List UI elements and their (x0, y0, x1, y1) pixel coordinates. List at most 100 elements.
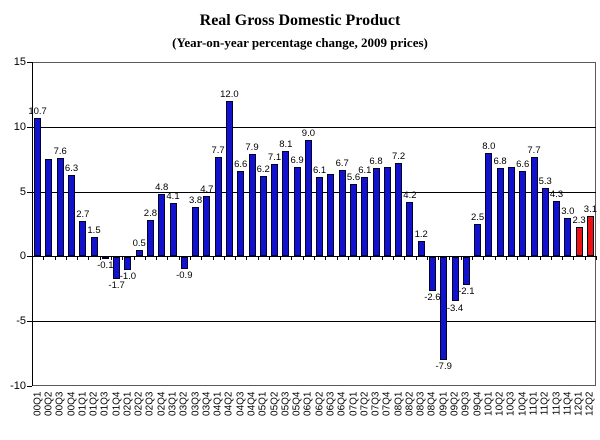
bar-value-label: 7.9 (245, 142, 259, 153)
bar-value-label: 6.6 (516, 158, 530, 170)
x-axis-label: 07Q2 (359, 391, 371, 416)
gridline (32, 126, 596, 128)
bar (124, 257, 132, 271)
bar (372, 168, 380, 257)
category-axis-tick (43, 256, 45, 261)
category-axis-tick (562, 256, 564, 261)
bar-value-label: -3.4 (446, 302, 464, 314)
bar-value-label: 1.2 (414, 228, 428, 240)
x-axis-label: 07Q1 (348, 391, 359, 416)
x-axis-label: 09Q3 (460, 391, 472, 416)
bar-value-label: 2.3 (572, 214, 586, 226)
category-axis-tick (381, 256, 383, 261)
x-axis-label: 02Q1 (122, 391, 134, 416)
bar (158, 194, 166, 257)
y-axis-tick (27, 256, 32, 258)
category-axis-tick (122, 256, 124, 261)
bar (507, 167, 515, 257)
category-axis-tick (189, 256, 191, 261)
bar-value-label: 7.1 (267, 152, 282, 164)
x-axis-label: 11Q1 (528, 391, 540, 416)
bar (383, 167, 391, 257)
category-axis-tick (471, 256, 473, 261)
category-axis-tick (539, 256, 541, 261)
x-axis-label: 11Q2 (539, 391, 551, 416)
bar (338, 169, 346, 257)
x-axis-label: 02Q4 (156, 391, 168, 416)
bar-value-label: 4.7 (200, 183, 214, 195)
category-axis-tick (494, 256, 496, 261)
x-axis-label: 08Q3 (415, 391, 427, 416)
x-axis-label: 00Q4 (66, 391, 77, 416)
bar (327, 173, 335, 257)
bar-value-label: 4.3 (549, 188, 564, 200)
x-axis-label: 07Q4 (381, 391, 393, 416)
x-axis-label: 06Q3 (325, 391, 337, 416)
bar-value-label: 6.2 (256, 164, 270, 175)
category-axis-tick (201, 256, 203, 261)
y-axis-label: -5 (16, 315, 26, 328)
category-axis-tick (370, 256, 372, 261)
bar-value-label: 6.1 (358, 165, 372, 177)
x-axis-label: 12Q2 (584, 391, 596, 416)
category-axis-tick (144, 256, 146, 261)
bar (135, 249, 143, 257)
category-axis-tick (573, 256, 575, 261)
bar-value-label: 8.1 (279, 139, 293, 151)
category-axis-tick (156, 256, 158, 261)
bar (564, 217, 572, 257)
x-axis-label: 01Q3 (99, 391, 111, 416)
x-axis-label: 09Q1 (438, 391, 450, 416)
x-axis-label: 06Q4 (336, 391, 348, 416)
bar-value-label: -2.6 (424, 292, 441, 304)
category-axis-tick (449, 256, 451, 261)
x-axis-label: 05Q1 (257, 391, 269, 416)
x-axis-label: 10Q4 (517, 391, 529, 416)
bar (282, 151, 290, 257)
bar (440, 257, 448, 360)
gridline (32, 321, 596, 323)
bar (575, 226, 583, 257)
category-axis-tick (393, 256, 394, 261)
x-axis-label: 09Q4 (472, 391, 484, 416)
bar (271, 164, 278, 257)
bar (350, 183, 357, 257)
y-axis-label: 15 (13, 56, 26, 68)
y-axis-label: 10 (13, 120, 26, 133)
bar-value-label: 9.0 (301, 127, 315, 139)
bar (496, 168, 504, 257)
bar-value-label: 7.6 (53, 145, 67, 157)
category-axis-tick (235, 256, 236, 261)
x-axis-label: 08Q2 (404, 391, 416, 416)
y-axis-label: -10 (10, 380, 26, 392)
x-axis-label: 04Q3 (235, 391, 247, 416)
category-axis-tick (223, 256, 225, 261)
bar (56, 157, 64, 257)
chart-subtitle: (Year-on-year percentage change, 2009 pr… (172, 35, 428, 50)
gridline (32, 191, 596, 193)
x-axis-label: 08Q4 (426, 391, 438, 416)
category-axis-tick (268, 256, 270, 261)
bar-value-label: 2.7 (76, 209, 90, 221)
bar-value-label: -0.1 (97, 260, 114, 272)
bar (530, 156, 538, 257)
bar (406, 202, 414, 257)
chart-title: Real Gross Domestic Product (199, 12, 401, 29)
category-axis-tick (133, 256, 135, 261)
x-axis-label: 01Q2 (88, 391, 100, 416)
x-axis-label: 03Q4 (201, 391, 213, 416)
bar (225, 100, 233, 257)
bar (248, 154, 256, 257)
category-axis-tick (359, 256, 361, 261)
bar-value-label: 4.8 (155, 182, 169, 194)
x-axis-label: 01Q4 (111, 391, 123, 416)
x-axis-label: 07Q3 (370, 391, 382, 416)
bar (68, 174, 75, 257)
category-axis-tick (347, 256, 349, 261)
bar-value-label: 6.8 (493, 156, 507, 168)
bar-value-label: 3.8 (188, 195, 203, 207)
category-axis-tick (505, 256, 507, 261)
x-axis-label: 03Q1 (167, 391, 179, 416)
x-axis-label: 12Q1 (573, 391, 585, 416)
category-axis-tick (584, 256, 586, 261)
